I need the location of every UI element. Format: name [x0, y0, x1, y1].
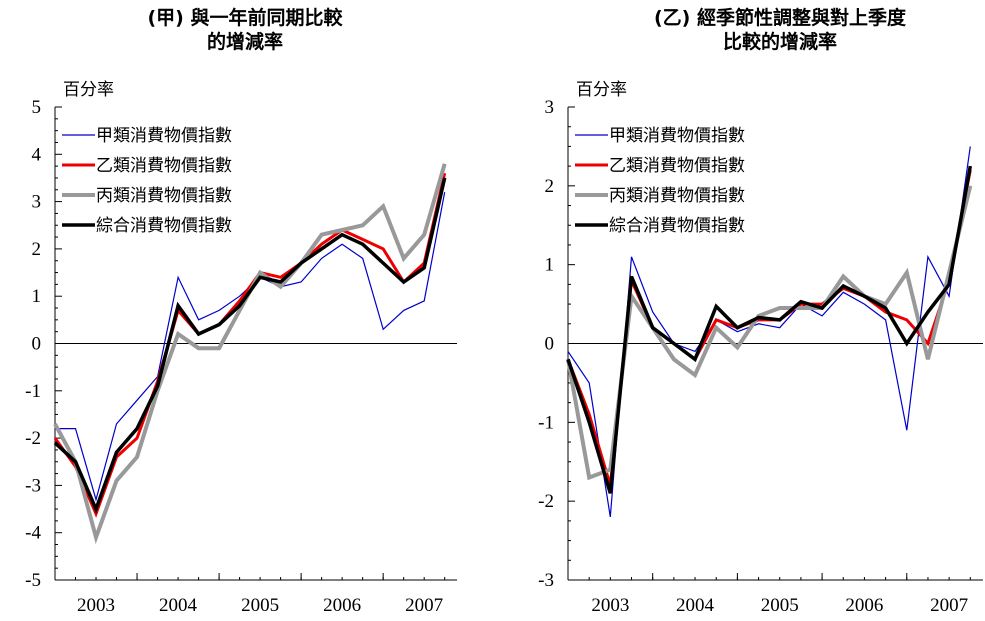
legend-label-1: 甲類消費物價指數 [609, 126, 745, 146]
y-tick-label: 5 [32, 97, 42, 118]
series-line-4 [566, 165, 973, 494]
legend-label-2: 乙類消費物價指數 [96, 156, 232, 176]
x-tick-label: 2003 [591, 595, 629, 616]
legend-label-4: 綜合消費物價指數 [96, 216, 232, 236]
y-tick-label: 1 [545, 255, 555, 276]
legend-label-1: 甲類消費物價指數 [96, 126, 232, 146]
y-tick-label: -3 [538, 570, 554, 591]
chart-a-title: (甲) 與一年前同期比較 的增減率 [80, 6, 410, 54]
legend-label-4: 綜合消費物價指數 [609, 216, 745, 236]
y-tick-label: -3 [25, 475, 41, 496]
y-tick-label: -2 [538, 491, 554, 512]
chart-b: 3 2 1 0 -1 -2 -3 百分率 2003 2004 2005 2006 2007 甲類消費物價指… [538, 80, 983, 616]
x-tick-label: 2005 [241, 595, 279, 616]
legend-label-3: 丙類消費物價指數 [609, 186, 745, 206]
chart-b-title-line2: 比較的增減率 [722, 31, 837, 53]
chart-a-title-line2: 的增減率 [206, 31, 283, 53]
y-unit-label: 百分率 [63, 80, 114, 100]
series-line-2 [53, 172, 447, 518]
legend-label-2: 乙類消費物價指數 [609, 156, 745, 176]
legend-label-3: 丙類消費物價指數 [96, 186, 232, 206]
chart-b-title: (乙) 經季節性調整與對上季度 比較的增減率 [590, 6, 970, 54]
y-tick-label: -1 [25, 381, 41, 402]
x-tick-label: 2007 [930, 595, 968, 616]
series-line-4 [53, 177, 447, 514]
y-tick-label: 0 [32, 334, 42, 355]
x-tick-label: 2007 [405, 595, 443, 616]
y-tick-label: 3 [545, 97, 555, 118]
series-line-1 [55, 191, 446, 502]
x-tick-label: 2003 [77, 595, 115, 616]
series-line-1 [567, 146, 971, 517]
y-tick-label: -2 [25, 428, 41, 449]
series-line-3 [566, 185, 973, 481]
x-tick-label: 2006 [323, 595, 361, 616]
y-tick-label: -1 [538, 412, 554, 433]
y-tick-label: 2 [545, 176, 555, 197]
x-tick-label: 2005 [761, 595, 799, 616]
y-tick-label: 3 [32, 192, 42, 213]
x-tick-label: 2004 [159, 595, 198, 616]
x-tick-label: 2006 [845, 595, 883, 616]
y-tick-label: 2 [32, 239, 42, 260]
y-tick-label: -4 [25, 523, 41, 544]
y-tick-label: 0 [545, 334, 555, 355]
y-tick-label: -5 [25, 570, 41, 591]
chart-a-title-line1: (甲) 與一年前同期比較 [147, 7, 343, 29]
chart-b-title-line1: (乙) 經季節性調整與對上季度 [654, 7, 906, 29]
y-tick-label: 4 [32, 144, 42, 165]
y-tick-label: 1 [32, 286, 42, 307]
y-unit-label: 百分率 [576, 80, 627, 100]
chart-a: 5 4 3 2 1 0 -1 -2 -3 -4 -5 百分率 2003 2004 2005 2006 2007 甲… [25, 80, 457, 616]
x-tick-label: 2004 [676, 595, 715, 616]
